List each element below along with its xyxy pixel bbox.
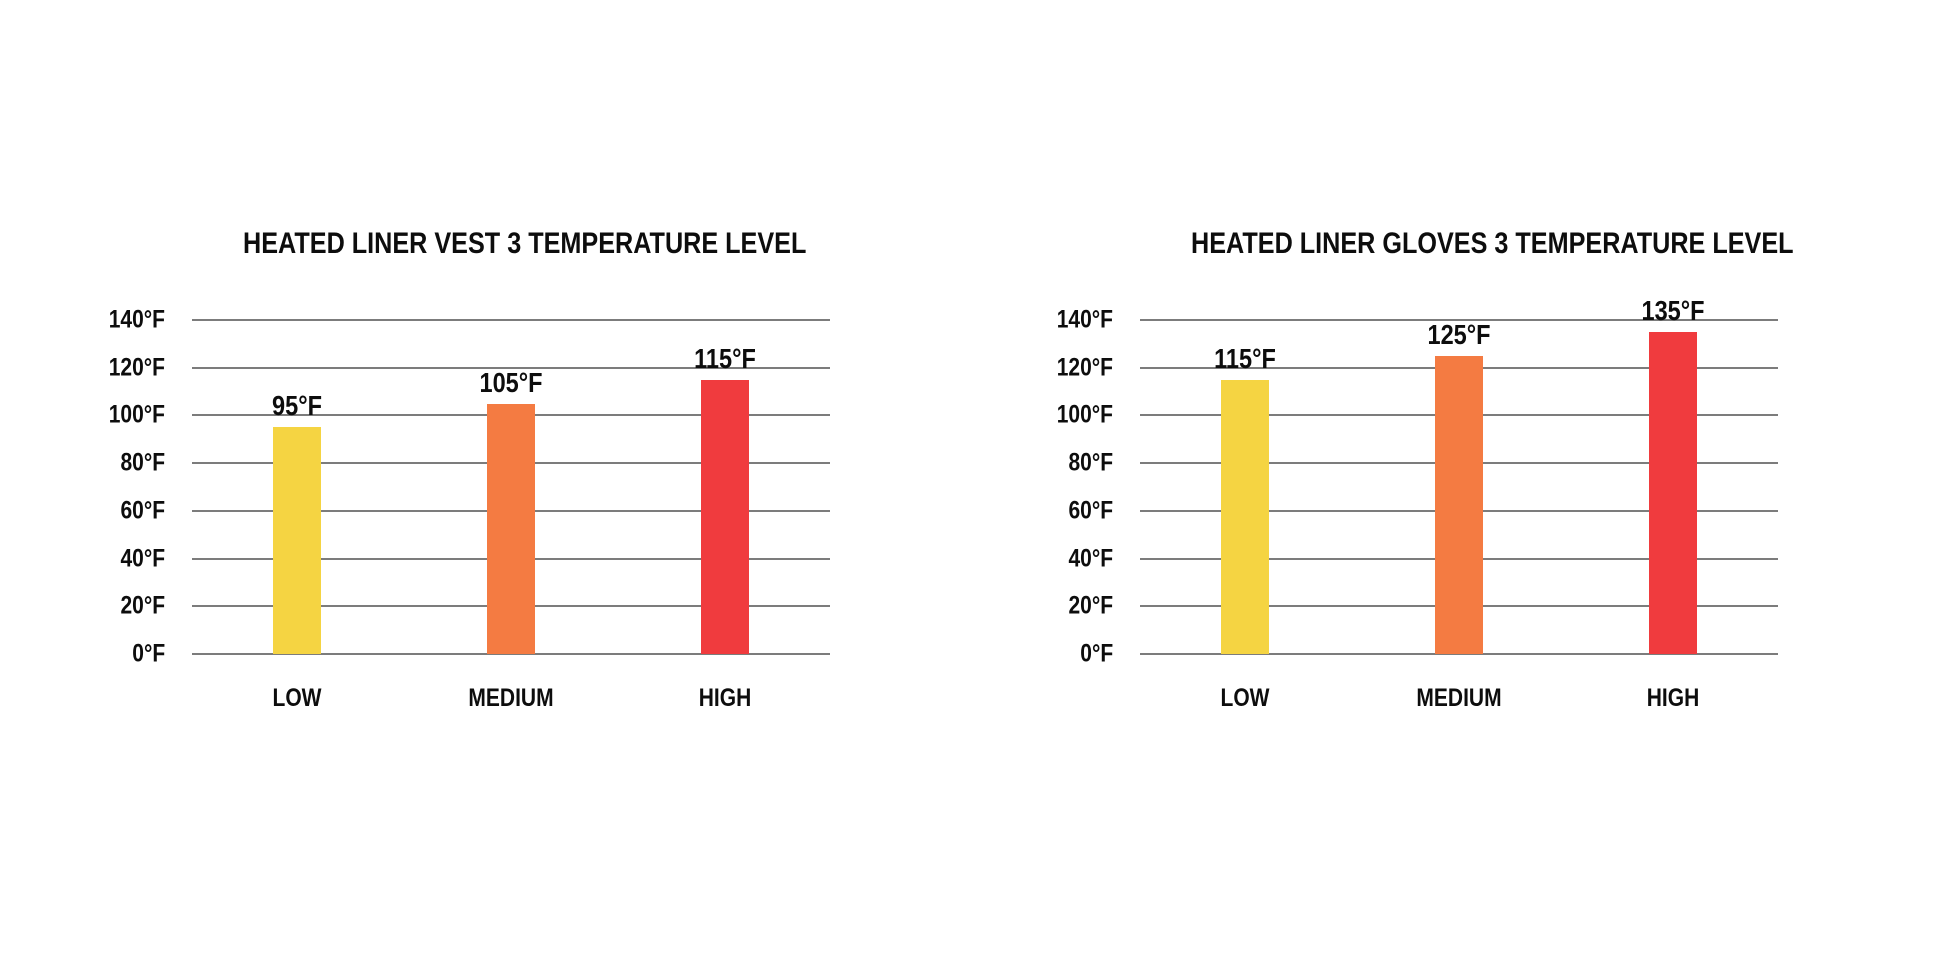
x-category-label: MEDIUM	[1416, 684, 1502, 712]
bar-low	[273, 427, 322, 654]
y-tick-label: 140°F	[108, 305, 165, 334]
y-tick-label: 60°F	[120, 496, 165, 525]
x-category-label: LOW	[1220, 684, 1270, 712]
y-tick-label: 120°F	[1056, 353, 1113, 382]
plot-area: 95°F 105°F 115°F	[192, 319, 830, 655]
bar-value-label: 115°F	[1214, 342, 1277, 374]
y-axis: 140°F 120°F 100°F 80°F 60°F 40°F 20°F 0°F	[1043, 307, 1140, 666]
gridline	[1140, 653, 1778, 655]
gridline	[192, 366, 830, 369]
bar-high	[1648, 331, 1697, 654]
bar-value-label: 105°F	[479, 366, 543, 398]
chart-title: HEATED LINER GLOVES 3 TEMPERATURE LEVEL	[1191, 227, 1794, 260]
bar-medium	[1435, 355, 1483, 654]
y-tick-label: 100°F	[1056, 400, 1113, 429]
gridline	[192, 653, 830, 655]
gridline	[192, 319, 830, 321]
y-tick-label: 0°F	[1080, 639, 1113, 668]
bar-low	[1221, 379, 1270, 654]
y-tick-label: 80°F	[1068, 448, 1113, 477]
x-category-label: MEDIUM	[468, 684, 554, 712]
bar-value-label: 125°F	[1427, 318, 1491, 350]
x-axis: LOW MEDIUM HIGH	[1140, 682, 1778, 714]
chart-heated-liner-gloves: HEATED LINER GLOVES 3 TEMPERATURE LEVEL …	[1043, 225, 1794, 714]
bar-value-label: 135°F	[1641, 294, 1705, 326]
y-tick-label: 40°F	[120, 544, 165, 573]
plot-area: 115°F 125°F 135°F	[1140, 296, 1778, 655]
y-tick-label: 100°F	[108, 400, 165, 429]
y-tick-label: 40°F	[1068, 544, 1113, 573]
x-category-label: HIGH	[698, 684, 751, 712]
y-tick-label: 120°F	[108, 353, 165, 382]
y-tick-label: 20°F	[120, 591, 165, 620]
y-tick-label: 60°F	[1068, 496, 1113, 525]
y-tick-label: 20°F	[1068, 591, 1113, 620]
y-tick-label: 140°F	[1056, 305, 1113, 334]
y-tick-label: 80°F	[120, 448, 165, 477]
x-category-label: LOW	[272, 684, 322, 712]
bar-value-label: 115°F	[693, 342, 756, 374]
y-axis: 140°F 120°F 100°F 80°F 60°F 40°F 20°F 0°F	[95, 307, 192, 666]
bar-value-label: 95°F	[272, 390, 323, 422]
plot-row: 140°F 120°F 100°F 80°F 60°F 40°F 20°F 0°F 115°F…	[1043, 296, 1778, 666]
plot-row: 140°F 120°F 100°F 80°F 60°F 40°F 20°F 0°F 95°F 1…	[95, 307, 830, 666]
gridline	[1140, 319, 1778, 321]
x-category-label: HIGH	[1646, 684, 1699, 712]
chart-title: HEATED LINER VEST 3 TEMPERATURE LEVEL	[243, 227, 807, 260]
y-tick-label: 0°F	[132, 639, 165, 668]
bar-medium	[487, 403, 535, 654]
bar-high	[700, 379, 749, 654]
chart-heated-liner-vest: HEATED LINER VEST 3 TEMPERATURE LEVEL 14…	[95, 225, 830, 714]
x-axis: LOW MEDIUM HIGH	[192, 682, 830, 714]
